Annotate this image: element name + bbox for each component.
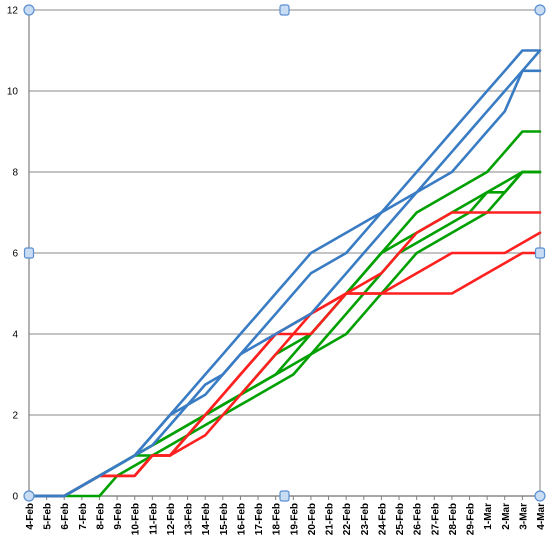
y-tick-label: 4 [12, 330, 18, 341]
x-tick-labels: 4-Feb 5-Feb 6-Feb 7-Feb 8-Feb 9-Feb 10-Feb 11-F… [25, 503, 547, 535]
x-tick-label: 22-Feb [342, 503, 353, 535]
y-tick-labels: 0 2 4 6 8 10 12 [7, 6, 19, 503]
x-tick-label: 1-Mar [483, 503, 494, 530]
series-line [27, 211, 542, 498]
y-tick-label: 6 [12, 249, 18, 260]
corner-resize-handle[interactable] [23, 490, 35, 502]
x-tick-label: 28-Feb [448, 503, 459, 535]
x-tick-label: 25-Feb [395, 503, 406, 535]
x-tick-label: 2-Mar [501, 503, 512, 530]
edge-resize-handle[interactable] [23, 247, 35, 259]
x-tick-label: 19-Feb [289, 503, 300, 535]
y-tick-label: 2 [12, 411, 18, 422]
x-tick-label: 13-Feb [184, 503, 195, 535]
series-line [27, 130, 542, 498]
x-tick-label: 15-Feb [219, 503, 230, 535]
x-tick-label: 4-Mar [536, 503, 547, 530]
x-tick-label: 6-Feb [60, 503, 71, 530]
y-tick-label: 8 [12, 168, 18, 179]
series-line [27, 69, 542, 498]
series-line [27, 251, 542, 498]
x-tick-label: 24-Feb [377, 503, 388, 535]
selection-handles[interactable] [23, 4, 546, 502]
x-tick-label: 12-Feb [166, 503, 177, 535]
edge-resize-handle[interactable] [279, 490, 290, 502]
x-tick-label: 27-Feb [430, 503, 441, 535]
x-tick-label: 16-Feb [236, 503, 247, 535]
x-tick-label: 4-Feb [25, 503, 36, 530]
series-line [27, 49, 542, 498]
x-tick-label: 18-Feb [272, 503, 283, 535]
series-lines [27, 49, 542, 498]
corner-resize-handle[interactable] [23, 4, 35, 16]
corner-resize-handle[interactable] [534, 4, 546, 16]
x-tick-label: 26-Feb [413, 503, 424, 535]
x-tick-label: 8-Feb [95, 503, 106, 530]
y-tick-label: 0 [12, 492, 18, 503]
corner-resize-handle[interactable] [534, 490, 546, 502]
x-tick-label: 7-Feb [78, 503, 89, 530]
x-tick-label: 5-Feb [43, 503, 54, 530]
axes [28, 10, 541, 500]
x-tick-label: 10-Feb [131, 503, 142, 535]
y-tick-label: 10 [7, 87, 19, 98]
y-tick-label: 12 [7, 6, 19, 17]
x-tick-label: 21-Feb [325, 503, 336, 535]
edge-resize-handle[interactable] [534, 247, 546, 259]
x-tick-label: 11-Feb [148, 503, 159, 535]
x-tick-label: 14-Feb [201, 503, 212, 535]
x-tick-label: 29-Feb [466, 503, 477, 535]
x-tick-label: 20-Feb [307, 503, 318, 535]
x-tick-label: 17-Feb [254, 503, 265, 535]
x-tick-label: 9-Feb [113, 503, 124, 530]
x-tick-label: 23-Feb [360, 503, 371, 535]
series-line [27, 170, 542, 498]
x-tick-label: 3-Mar [518, 503, 529, 530]
edge-resize-handle[interactable] [279, 4, 290, 16]
